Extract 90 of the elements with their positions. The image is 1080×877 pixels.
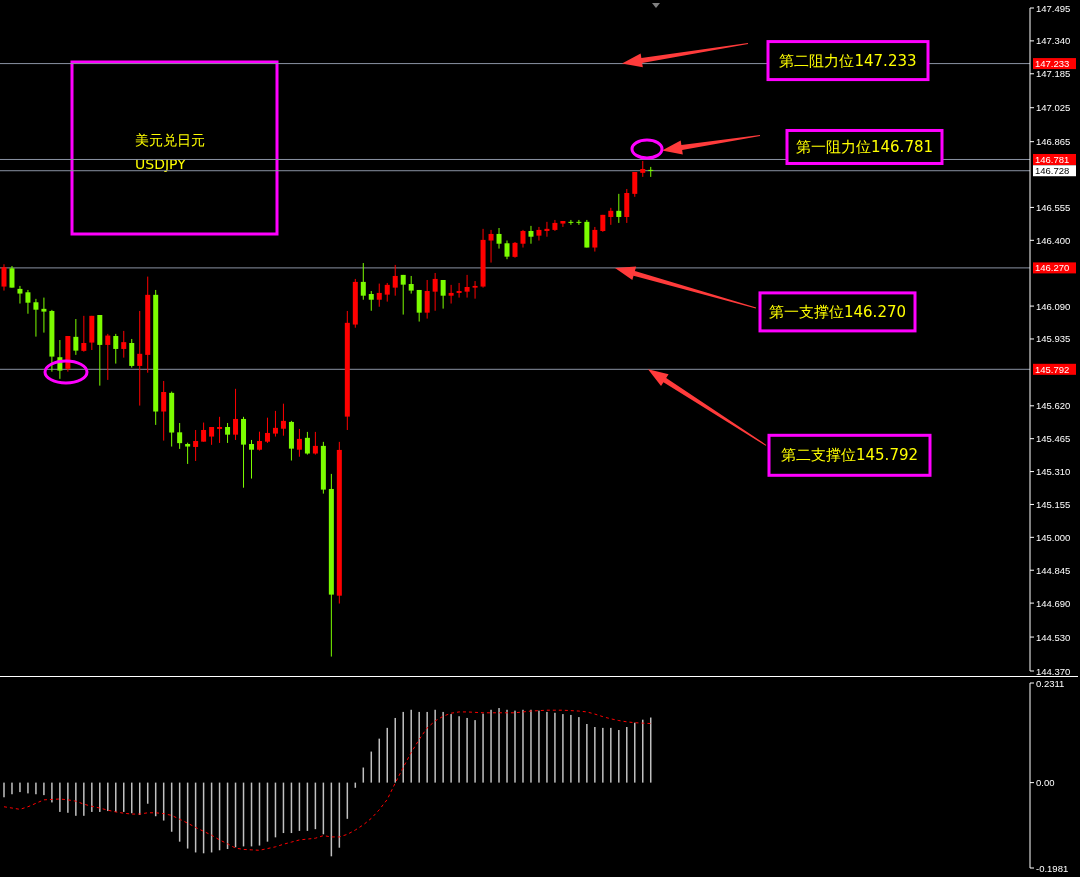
candlestick xyxy=(33,298,39,338)
y-tick-label: 145.620 xyxy=(1036,400,1071,412)
candlestick xyxy=(504,240,510,260)
candlestick xyxy=(440,279,446,310)
y-tick-label: 0.00 xyxy=(1036,777,1055,789)
candlestick xyxy=(257,431,262,452)
candlestick xyxy=(17,285,23,305)
candlestick xyxy=(201,422,207,443)
candlestick xyxy=(624,188,630,224)
y-tick-label: 146.865 xyxy=(1036,136,1071,148)
y-tick-label: 146.555 xyxy=(1036,201,1071,213)
candlestick xyxy=(113,333,119,365)
candlestick xyxy=(488,229,494,264)
candlestick xyxy=(376,283,382,308)
candlestick xyxy=(648,166,654,178)
candlestick xyxy=(456,282,462,299)
candlestick xyxy=(560,220,566,228)
candlestick xyxy=(472,280,478,300)
candlestick xyxy=(576,219,582,226)
line-series xyxy=(3,709,652,851)
candlestick xyxy=(225,422,231,444)
candlestick xyxy=(360,262,366,301)
ref-line-label: 147.233 xyxy=(1035,58,1070,70)
candlestick xyxy=(161,380,167,442)
candlestick xyxy=(432,272,438,312)
candlestick xyxy=(73,318,79,356)
candlestick xyxy=(264,417,270,444)
candlestick xyxy=(81,315,87,353)
candlestick xyxy=(177,422,183,450)
y-tick-label: 147.025 xyxy=(1036,102,1071,114)
candlestick xyxy=(616,193,622,224)
ref-line-label: 146.781 xyxy=(1035,153,1070,165)
candlestick xyxy=(528,225,534,245)
candlestick xyxy=(193,429,199,462)
candlestick xyxy=(384,282,390,303)
annotation: 第一阻力位146.781 xyxy=(795,137,934,156)
candlestick xyxy=(536,226,542,242)
candlestick xyxy=(105,333,111,381)
candlestick xyxy=(249,439,255,480)
candlestick xyxy=(544,221,550,238)
candlestick xyxy=(424,279,430,320)
candlestick xyxy=(280,403,286,437)
candlestick xyxy=(9,265,15,289)
candlestick xyxy=(41,297,47,334)
candlestick xyxy=(25,289,31,315)
candlestick xyxy=(304,431,310,456)
y-tick-label: 147.495 xyxy=(1036,2,1071,14)
y-tick-label: 144.370 xyxy=(1036,665,1071,677)
y-tick-label: 144.530 xyxy=(1036,631,1071,643)
candlestick xyxy=(368,290,374,312)
candlestick xyxy=(121,330,127,359)
y-tick-label: 144.845 xyxy=(1036,564,1071,576)
candlestick xyxy=(129,338,135,369)
ref-line-label: 145.792 xyxy=(1035,363,1070,375)
y-tick-label: 145.310 xyxy=(1036,466,1071,478)
candlestick xyxy=(416,289,422,323)
candlestick xyxy=(632,171,638,198)
y-tick-label: 146.090 xyxy=(1036,300,1071,312)
text: 美元兑日元 xyxy=(135,132,205,148)
candlestick xyxy=(217,416,223,444)
y-tick-label: -0.1981 xyxy=(1036,862,1069,874)
candlestick xyxy=(496,227,502,250)
candlestick xyxy=(464,274,470,299)
y-tick-label: 0.2311 xyxy=(1036,677,1065,689)
annotation: 第二阻力位147.233 xyxy=(779,51,917,70)
candlestick xyxy=(272,410,278,438)
candlestick xyxy=(592,226,598,253)
annotation: 第一支撑位146.270 xyxy=(768,302,907,321)
y-tick-label: 144.690 xyxy=(1036,597,1071,609)
candlestick xyxy=(296,428,302,458)
candlestick xyxy=(392,264,398,297)
y-tick-label: 145.935 xyxy=(1036,333,1071,345)
y-tick-label: 145.000 xyxy=(1036,531,1071,543)
ref-line-label: 146.270 xyxy=(1035,262,1070,274)
candlestick xyxy=(400,274,406,316)
candlestick xyxy=(312,431,318,456)
candlestick xyxy=(233,388,239,441)
text: USDJPY xyxy=(135,156,187,172)
candlestick xyxy=(448,284,454,305)
y-tick-label: 146.400 xyxy=(1036,234,1071,246)
candlestick xyxy=(137,310,143,407)
candlestick xyxy=(185,442,191,465)
candlestick xyxy=(1,263,7,292)
y-tick-label: 147.185 xyxy=(1036,68,1071,80)
ref-line-label: 146.728 xyxy=(1035,165,1070,177)
y-tick-label: 145.155 xyxy=(1036,498,1071,510)
y-tick-label: 147.340 xyxy=(1036,35,1071,47)
y-tick-label: 145.465 xyxy=(1036,433,1071,445)
annotation: 第二支撑位145.792 xyxy=(780,446,919,465)
candlestick xyxy=(568,219,574,226)
